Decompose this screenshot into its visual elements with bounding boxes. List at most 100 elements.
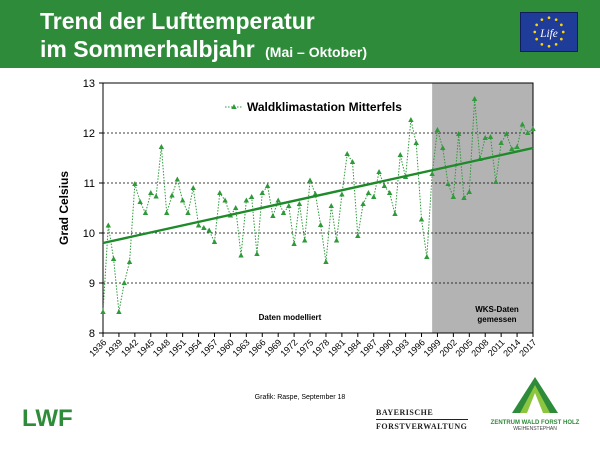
- data-point: [434, 127, 441, 132]
- data-point: [519, 121, 526, 127]
- x-tick-label: 1972: [278, 337, 299, 358]
- data-point: [275, 197, 281, 203]
- title-banner: Trend der Lufttemperatur im Sommerhalbja…: [0, 0, 600, 68]
- data-point: [286, 203, 292, 208]
- data-point: [328, 203, 334, 208]
- data-point: [429, 171, 435, 176]
- page-subtitle: (Mai – Oktober): [265, 44, 368, 60]
- x-tick-label: 1993: [390, 337, 411, 358]
- data-point: [381, 183, 388, 188]
- x-tick-label: 1954: [183, 337, 204, 358]
- eu-life-logo: Life: [520, 12, 578, 52]
- x-tick-label: 1948: [151, 337, 172, 358]
- eu-star: [554, 18, 558, 21]
- data-point: [174, 176, 181, 182]
- data-point: [514, 144, 520, 149]
- data-point: [132, 181, 138, 186]
- data-point: [254, 251, 260, 256]
- eu-star: [540, 43, 544, 46]
- zentrum-wald-forst-holz-logo: ZENTRUM WALD FORST HOLZ WEIHENSTEPHAN: [480, 375, 590, 432]
- mountain-tree-icon: [512, 377, 558, 413]
- data-point: [233, 205, 239, 210]
- data-point: [100, 309, 106, 314]
- data-point: [270, 213, 276, 218]
- data-point: [296, 201, 303, 206]
- data-point: [121, 280, 127, 285]
- data-point: [386, 190, 393, 195]
- bay-logo-line1: BAYERISCHE: [376, 408, 434, 417]
- data-point: [376, 169, 382, 174]
- data-point: [211, 239, 218, 244]
- data-point: [222, 197, 228, 203]
- x-tick-label: 1942: [119, 337, 140, 358]
- data-point: [317, 222, 324, 227]
- data-point: [408, 117, 414, 122]
- data-point: [169, 192, 175, 198]
- eu-star: [561, 30, 565, 34]
- data-point: [323, 259, 329, 264]
- data-point: [259, 190, 265, 195]
- eu-star: [560, 37, 563, 41]
- eu-stars-icon: Life: [533, 16, 565, 48]
- eu-star: [540, 18, 544, 21]
- data-point: [424, 254, 430, 259]
- data-point: [333, 237, 340, 243]
- data-point: [455, 131, 462, 136]
- eu-star: [547, 16, 551, 20]
- data-point: [482, 135, 488, 140]
- lwf-logo-text: LWF: [22, 405, 73, 430]
- zwfh-logo-line1: ZENTRUM WALD FORST HOLZ: [490, 420, 580, 426]
- data-point: [238, 252, 244, 258]
- x-tick-label: 2008: [469, 337, 490, 358]
- data-point: [397, 152, 403, 157]
- y-tick-label: 10: [83, 228, 95, 240]
- x-tick-label: 1987: [358, 337, 379, 358]
- eu-star: [535, 23, 538, 27]
- data-point: [440, 145, 446, 150]
- data-point: [206, 227, 212, 233]
- data-point: [105, 222, 112, 228]
- data-point: [355, 233, 361, 238]
- bayerische-forstverwaltung-logo: BAYERISCHE FORSTVERWALTUNG: [376, 408, 474, 431]
- data-point: [190, 185, 196, 190]
- annotation-measured-line1: WKS-Daten: [475, 305, 519, 314]
- annotation-measured-line2: gemessen: [477, 315, 516, 324]
- eu-star: [535, 37, 538, 41]
- x-tick-label: 1966: [246, 337, 267, 358]
- x-tick-label: 1936: [87, 337, 108, 358]
- y-tick-label: 11: [84, 178, 95, 190]
- data-point: [137, 199, 143, 204]
- x-tick-label: 1957: [199, 337, 220, 358]
- data-point: [243, 197, 250, 203]
- page-title-line2-text: im Sommerhalbjahr: [40, 36, 255, 62]
- data-point: [461, 195, 467, 200]
- data-point: [291, 241, 297, 246]
- data-point: [126, 259, 133, 264]
- data-point: [445, 181, 451, 186]
- legend-swatch-marker: [231, 104, 237, 109]
- bay-logo-line2: FORSTVERWALTUNG: [376, 422, 468, 431]
- measured-region-shade: [432, 83, 533, 333]
- x-tick-label: 1939: [103, 337, 124, 358]
- x-tick-label: 1975: [294, 337, 315, 358]
- annotation-modelled: Daten modelliert: [259, 313, 322, 322]
- data-point: [344, 151, 350, 156]
- data-point: [524, 130, 531, 135]
- x-tick-label: 1963: [231, 337, 252, 358]
- x-tick-label: 1978: [310, 337, 331, 358]
- legend-label: Waldklimastation Mitterfels: [247, 100, 402, 114]
- x-tick-label: 1984: [342, 337, 363, 358]
- data-point: [195, 222, 202, 228]
- data-point: [360, 201, 366, 206]
- data-point: [264, 183, 271, 188]
- data-point: [371, 194, 377, 199]
- data-point: [498, 140, 504, 145]
- data-point: [493, 179, 499, 184]
- data-point: [158, 144, 165, 149]
- data-point: [307, 177, 313, 183]
- y-tick-label: 8: [89, 328, 95, 340]
- x-tick-label: 1990: [374, 337, 395, 358]
- data-point: [164, 210, 170, 215]
- eu-star: [554, 43, 558, 46]
